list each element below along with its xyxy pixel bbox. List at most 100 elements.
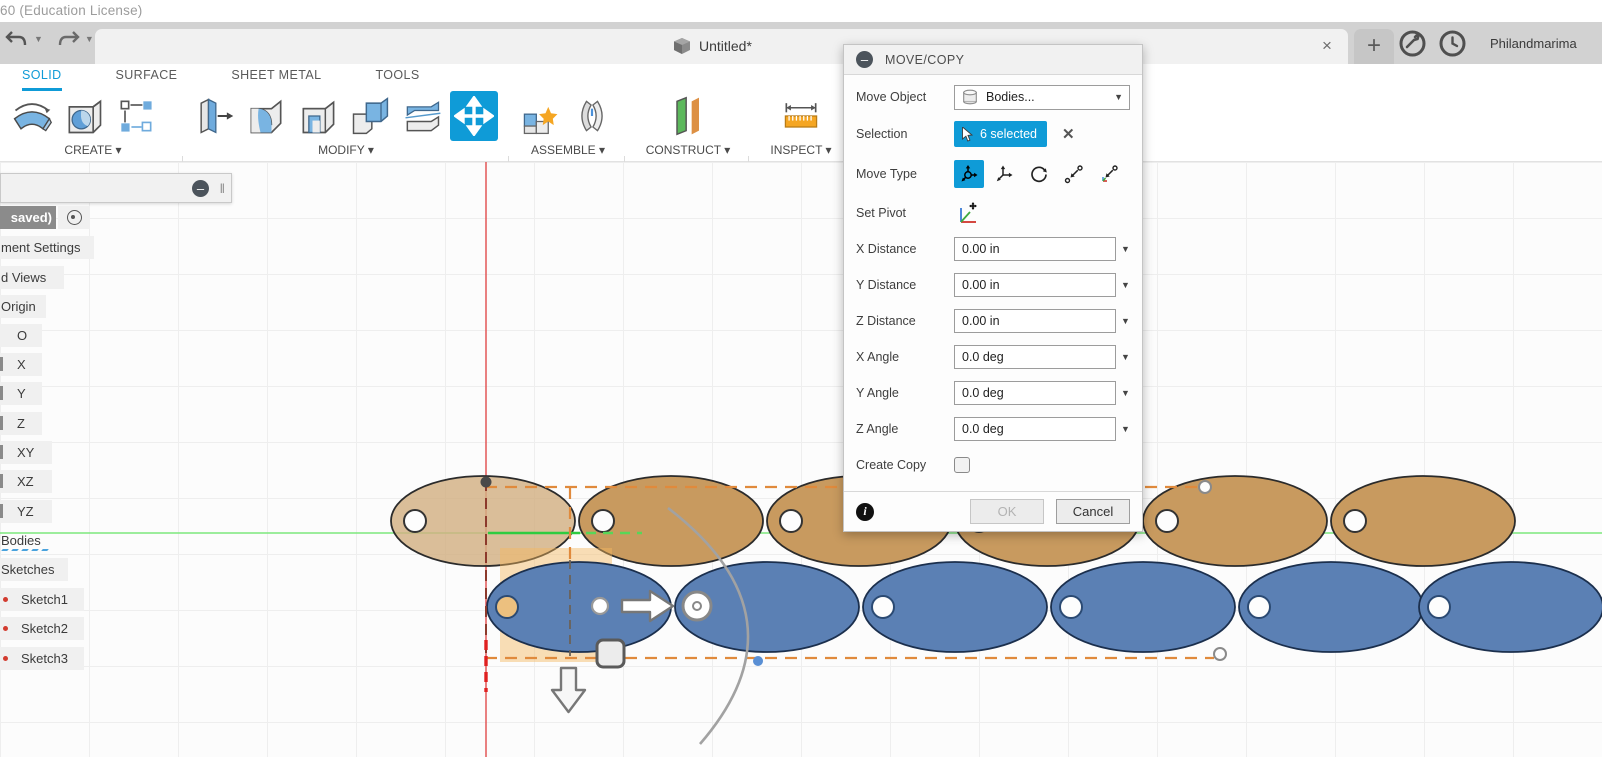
shell-tool-icon[interactable] bbox=[294, 91, 342, 141]
spinner-caret-icon[interactable]: ▼ bbox=[1121, 244, 1130, 254]
sketch-icon bbox=[3, 597, 8, 602]
z-angle-input[interactable]: 0.0 deg bbox=[954, 417, 1116, 441]
redo-caret[interactable]: ▼ bbox=[84, 34, 94, 44]
browser-header[interactable]: – ‖ bbox=[0, 173, 232, 203]
body-tan-1[interactable] bbox=[390, 475, 576, 567]
group-label-modify[interactable]: MODIFY ▾ bbox=[318, 143, 374, 157]
measure-tool-icon[interactable] bbox=[777, 91, 825, 141]
group-label-assemble[interactable]: ASSEMBLE ▾ bbox=[530, 143, 606, 157]
manipulator-origin-dot[interactable] bbox=[590, 596, 610, 616]
move-object-dropdown[interactable]: Bodies... ▼ bbox=[954, 84, 1130, 110]
spinner-caret-icon[interactable]: ▼ bbox=[1121, 352, 1130, 362]
browser-item-yz-plane[interactable]: YZ bbox=[0, 500, 52, 523]
move-type-point-to-position-button[interactable] bbox=[1094, 160, 1124, 188]
browser-item-sketches[interactable]: Sketches bbox=[0, 558, 68, 581]
undo-caret[interactable]: ▼ bbox=[34, 34, 43, 44]
browser-item-x-axis[interactable]: X bbox=[0, 353, 42, 376]
sweep-tool-icon[interactable] bbox=[8, 91, 56, 141]
browser-item-xz-plane[interactable]: XZ bbox=[0, 470, 52, 493]
browser-item-z-axis[interactable]: Z bbox=[0, 412, 42, 435]
body-blue-2[interactable] bbox=[674, 561, 860, 653]
set-pivot-button[interactable] bbox=[954, 200, 982, 226]
undo-icon[interactable] bbox=[4, 28, 30, 50]
spinner-caret-icon[interactable]: ▼ bbox=[1121, 424, 1130, 434]
tab-tools[interactable]: TOOLS bbox=[375, 68, 420, 82]
anchor-point-dot[interactable] bbox=[480, 476, 492, 488]
job-status-wrench-icon[interactable] bbox=[1399, 30, 1426, 57]
z-distance-input[interactable]: 0.00 in bbox=[954, 309, 1116, 333]
browser-item-xy-plane[interactable]: XY bbox=[0, 441, 52, 464]
move-type-free-move-button[interactable] bbox=[954, 160, 984, 188]
create-sketch-tool-icon[interactable] bbox=[112, 91, 160, 141]
body-tan-2[interactable] bbox=[578, 475, 764, 567]
y-angle-input[interactable]: 0.0 deg bbox=[954, 381, 1116, 405]
spinner-caret-icon[interactable]: ▼ bbox=[1121, 388, 1130, 398]
selection-chip[interactable]: 6 selected bbox=[954, 121, 1047, 147]
split-body-tool-icon[interactable] bbox=[398, 91, 446, 141]
cut-icon bbox=[0, 416, 3, 430]
spinner-caret-icon[interactable]: ▼ bbox=[1121, 316, 1130, 326]
bbox-handle-bottom[interactable] bbox=[1213, 647, 1227, 661]
create-copy-checkbox[interactable] bbox=[954, 457, 970, 473]
browser-item-y-axis[interactable]: Y bbox=[0, 382, 42, 405]
spinner-caret-icon[interactable]: ▼ bbox=[1121, 280, 1130, 290]
history-clock-icon[interactable] bbox=[1439, 30, 1466, 57]
browser-activate-radio[interactable] bbox=[58, 206, 90, 229]
browser-item-sketch2[interactable]: Sketch2 bbox=[0, 617, 84, 640]
dialog-collapse-icon[interactable]: – bbox=[856, 51, 873, 68]
tab-solid[interactable]: SOLID bbox=[22, 68, 62, 91]
model-viewport[interactable]: – ‖ saved) ment Settings d Views Origin … bbox=[0, 162, 1602, 757]
close-tab-icon[interactable]: × bbox=[1322, 36, 1332, 55]
info-icon[interactable]: i bbox=[856, 502, 874, 521]
rotate-manipulator-arc[interactable] bbox=[667, 506, 750, 745]
ok-button[interactable]: OK bbox=[970, 499, 1044, 524]
bbox-handle-top[interactable] bbox=[1198, 480, 1212, 494]
new-tab-button[interactable]: + bbox=[1354, 29, 1394, 64]
x-angle-input[interactable]: 0.0 deg bbox=[954, 345, 1116, 369]
construct-plane-tool-icon[interactable] bbox=[664, 91, 712, 141]
browser-item-origin[interactable]: Origin bbox=[0, 295, 46, 318]
group-label-create[interactable]: CREATE ▾ bbox=[64, 143, 122, 157]
browser-item-bodies[interactable]: Bodies bbox=[0, 529, 54, 552]
browser-grip-icon[interactable]: ‖ bbox=[219, 181, 226, 196]
browser-item-sketch3[interactable]: Sketch3 bbox=[0, 647, 84, 670]
y-distance-input[interactable]: 0.00 in bbox=[954, 273, 1116, 297]
edge-midpoint-dot[interactable] bbox=[753, 656, 763, 666]
browser-item-sketch1[interactable]: Sketch1 bbox=[0, 588, 84, 611]
browser-item-document-root[interactable]: saved) bbox=[0, 206, 56, 229]
move-right-arrow-handle[interactable] bbox=[620, 589, 675, 623]
group-label-inspect[interactable]: INSPECT ▾ bbox=[770, 143, 832, 157]
user-name[interactable]: Philandmarima bbox=[1490, 36, 1577, 51]
body-blue-6[interactable] bbox=[1418, 561, 1602, 653]
move-copy-tool-icon[interactable] bbox=[450, 91, 498, 141]
move-down-arrow-handle[interactable] bbox=[550, 666, 587, 714]
dialog-header[interactable]: – MOVE/COPY bbox=[844, 45, 1142, 75]
move-type-rotate-button[interactable] bbox=[1024, 160, 1054, 188]
press-pull-tool-icon[interactable] bbox=[190, 91, 238, 141]
fillet-tool-icon[interactable] bbox=[242, 91, 290, 141]
tab-sheet-metal[interactable]: SHEET METAL bbox=[231, 68, 322, 82]
body-blue-3[interactable] bbox=[862, 561, 1048, 653]
body-tan-6[interactable] bbox=[1330, 475, 1516, 567]
joint-tool-icon[interactable] bbox=[568, 91, 616, 141]
x-distance-input[interactable]: 0.00 in bbox=[954, 237, 1116, 261]
browser-collapse-icon[interactable]: – bbox=[192, 180, 209, 197]
document-tab[interactable]: Untitled* × bbox=[95, 29, 1348, 64]
move-type-point-to-point-button[interactable] bbox=[1059, 160, 1089, 188]
manipulator-center-ring[interactable] bbox=[681, 590, 713, 622]
tab-surface[interactable]: SURFACE bbox=[115, 68, 178, 82]
browser-item-named-views[interactable]: d Views bbox=[0, 266, 64, 289]
move-type-translate-button[interactable] bbox=[989, 160, 1019, 188]
browser-item-document-settings[interactable]: ment Settings bbox=[0, 236, 94, 259]
new-component-tool-icon[interactable] bbox=[516, 91, 564, 141]
group-label-construct[interactable]: CONSTRUCT ▾ bbox=[645, 143, 731, 157]
redo-icon[interactable] bbox=[55, 28, 81, 50]
clear-selection-icon[interactable]: ✕ bbox=[1061, 126, 1075, 143]
browser-item-origin-point[interactable]: O bbox=[0, 324, 42, 347]
body-blue-4[interactable] bbox=[1050, 561, 1236, 653]
combine-tool-icon[interactable] bbox=[346, 91, 394, 141]
body-tan-5[interactable] bbox=[1142, 475, 1328, 567]
plane-move-square-handle[interactable] bbox=[595, 638, 626, 669]
cancel-button[interactable]: Cancel bbox=[1056, 499, 1130, 524]
primitive-cylinder-tool-icon[interactable] bbox=[60, 91, 108, 141]
